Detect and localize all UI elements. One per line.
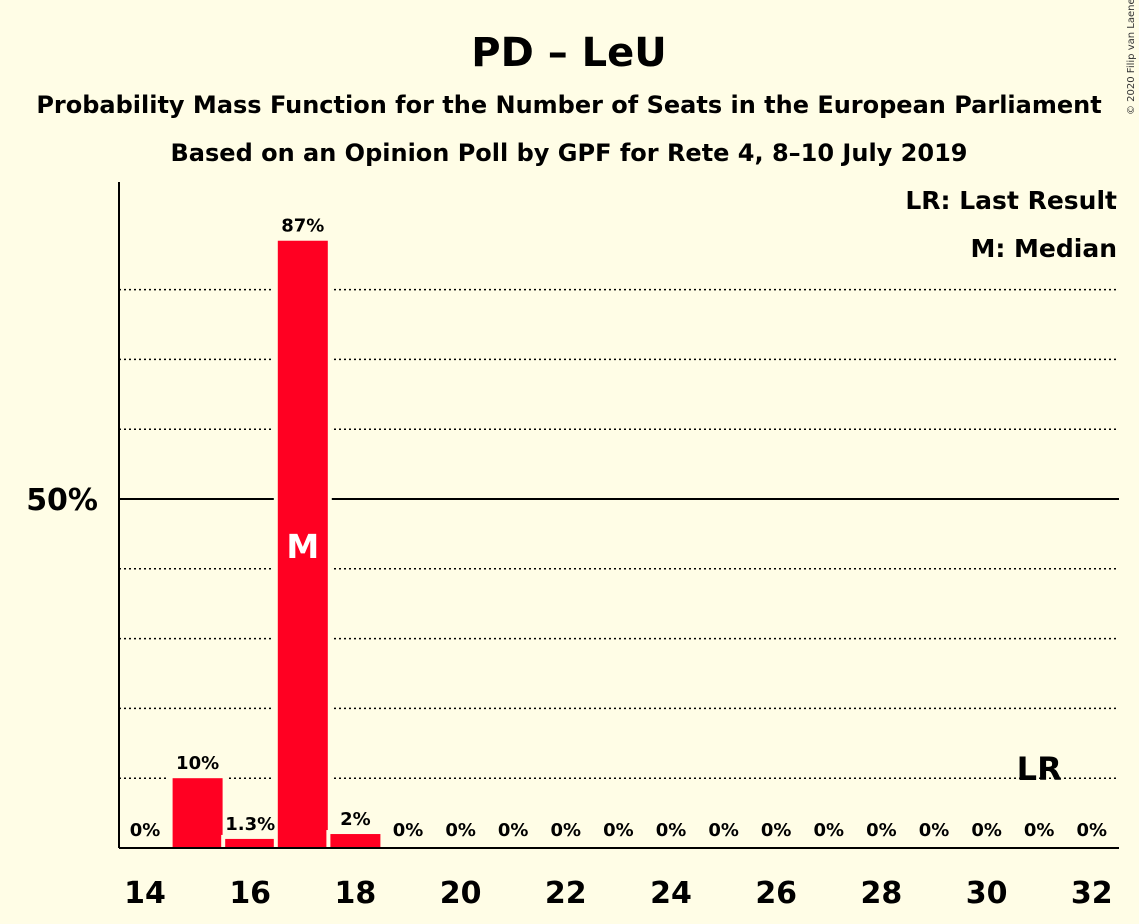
bar-value-label: 0%	[708, 820, 739, 841]
x-tick-label: 26	[755, 876, 797, 911]
x-tick-label: 16	[229, 876, 271, 911]
bar-labels: 0% 10% 1.3% 87% 2% 0% 0% 0% 0% 0% 0% 0% 0% 0% 0% 0% 0% 0%…	[130, 216, 1107, 841]
x-tick-labels: 14 16 18 20 22 24 26 28 30 32	[124, 876, 1113, 911]
legend-last-result: LR: Last Result	[905, 186, 1117, 215]
bar-value-label: 87%	[281, 216, 324, 237]
bar-value-label: 1.3%	[225, 814, 275, 835]
median-marker: M	[286, 527, 319, 566]
x-tick-label: 18	[335, 876, 377, 911]
x-tick-label: 22	[545, 876, 587, 911]
chart-title: PD – LeU	[471, 30, 666, 76]
chart-subtitle-2: Based on an Opinion Poll by GPF for Rete…	[171, 139, 968, 167]
bar-value-label: 10%	[176, 753, 219, 774]
bar-value-label: 0%	[393, 820, 424, 841]
x-tick-label: 14	[124, 876, 166, 911]
bar-value-label: 0%	[761, 820, 792, 841]
bar	[277, 240, 328, 849]
bar-value-label: 0%	[551, 820, 582, 841]
bar-value-label: 0%	[1024, 820, 1055, 841]
bar-value-label: 0%	[603, 820, 634, 841]
bar-value-label: 0%	[656, 820, 687, 841]
x-tick-label: 28	[861, 876, 903, 911]
bar-value-label: 0%	[814, 820, 845, 841]
gridlines	[119, 288, 1119, 779]
y-tick-label: 50%	[26, 483, 98, 518]
bar-value-label: 0%	[498, 820, 529, 841]
bar-value-label: 0%	[445, 820, 476, 841]
x-tick-label: 30	[966, 876, 1008, 911]
last-result-marker: LR	[1017, 750, 1062, 788]
bar-value-label: 0%	[130, 820, 161, 841]
copyright-text: © 2020 Filip van Laenen	[1126, 0, 1137, 115]
chart-subtitle: Probability Mass Function for the Number…	[36, 91, 1101, 119]
bar-value-label: 0%	[866, 820, 897, 841]
x-tick-label: 32	[1071, 876, 1113, 911]
legend-median: M: Median	[970, 234, 1117, 263]
x-tick-label: 24	[650, 876, 692, 911]
bar	[330, 834, 381, 848]
bar-value-label: 0%	[971, 820, 1002, 841]
bar-value-label: 0%	[1077, 820, 1108, 841]
bar	[172, 778, 223, 848]
bar-value-label: 0%	[919, 820, 950, 841]
bar	[225, 838, 276, 848]
bars	[168, 236, 385, 849]
bar-value-label: 2%	[340, 809, 371, 830]
x-tick-label: 20	[440, 876, 482, 911]
